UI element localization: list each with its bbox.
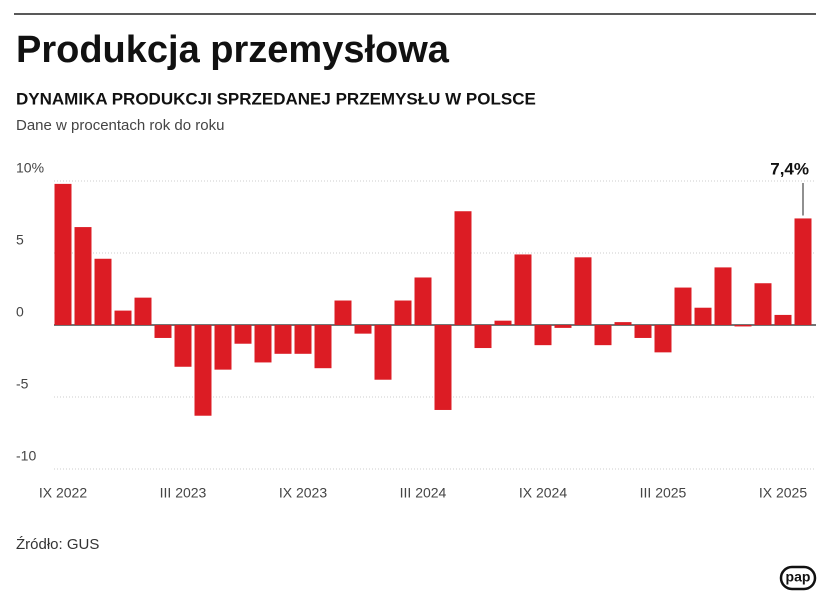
- bar: [294, 325, 312, 354]
- bar: [794, 218, 812, 325]
- bar: [694, 307, 712, 325]
- bar: [514, 254, 532, 325]
- bar: [734, 325, 752, 327]
- bar: [214, 325, 232, 370]
- x-tick-label: III 2024: [400, 485, 447, 501]
- bar: [134, 297, 152, 325]
- y-tick-label: -5: [16, 376, 29, 392]
- bar: [94, 258, 112, 325]
- logo-frame: [779, 565, 817, 591]
- chart-title: Produkcja przemysłowa: [16, 29, 450, 71]
- bar: [554, 325, 572, 328]
- bar: [54, 183, 72, 325]
- bar: [154, 325, 172, 338]
- bar: [314, 325, 332, 369]
- bar: [74, 227, 92, 325]
- y-tick-label: 5: [16, 232, 24, 248]
- source: Źródło: GUS: [16, 536, 99, 553]
- chart-subtitle: DYNAMIKA PRODUKCJI SPRZEDANEJ PRZEMYSŁU …: [16, 89, 536, 108]
- x-tick-label: IX 2022: [39, 485, 87, 501]
- bar: [654, 325, 672, 353]
- bar: [574, 257, 592, 325]
- bar: [374, 325, 392, 380]
- value-label: 7,4%: [770, 159, 809, 178]
- x-tick-label: III 2025: [640, 485, 687, 501]
- bar: [394, 300, 412, 325]
- bar: [194, 325, 212, 416]
- bar: [114, 310, 132, 325]
- bar: [494, 320, 512, 325]
- bar: [454, 211, 472, 325]
- bar: [634, 325, 652, 338]
- bar: [434, 325, 452, 410]
- bar: [674, 287, 692, 325]
- y-tick-label: 10%: [16, 160, 44, 176]
- x-tick-label: IX 2025: [759, 485, 807, 501]
- bar: [414, 277, 432, 325]
- logo: pap: [786, 569, 811, 585]
- bar: [614, 322, 632, 325]
- bar: [274, 325, 292, 354]
- bar: [354, 325, 372, 334]
- bar: [754, 283, 772, 325]
- chart-note: Dane w procentach rok do roku: [16, 117, 224, 134]
- bar: [334, 300, 352, 325]
- bar: [174, 325, 192, 367]
- bar: [234, 325, 252, 344]
- bar: [474, 325, 492, 349]
- x-tick-label: IX 2023: [279, 485, 327, 501]
- bar: [534, 325, 552, 346]
- y-tick-label: 0: [16, 304, 24, 320]
- bar: [254, 325, 272, 363]
- bar: [594, 325, 612, 346]
- y-tick-label: -10: [16, 448, 36, 464]
- bar: [774, 314, 792, 325]
- x-tick-label: III 2023: [160, 485, 207, 501]
- x-tick-label: IX 2024: [519, 485, 567, 501]
- bar: [714, 267, 732, 325]
